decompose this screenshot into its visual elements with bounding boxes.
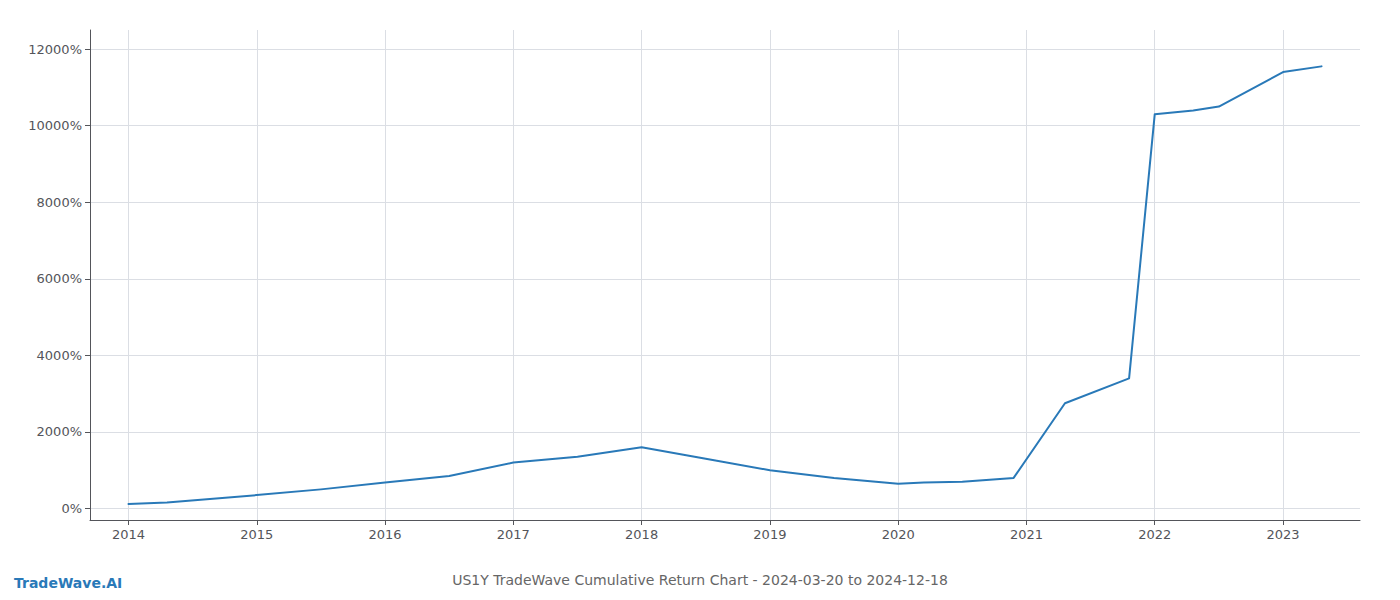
- svg-text:2023: 2023: [1266, 527, 1299, 542]
- svg-text:2020: 2020: [882, 527, 915, 542]
- svg-text:6000%: 6000%: [37, 271, 82, 286]
- svg-text:0%: 0%: [61, 501, 82, 516]
- svg-text:2017: 2017: [497, 527, 530, 542]
- svg-text:2019: 2019: [753, 527, 786, 542]
- svg-text:4000%: 4000%: [37, 348, 82, 363]
- svg-text:US1Y TradeWave Cumulative Retu: US1Y TradeWave Cumulative Return Chart -…: [452, 572, 948, 588]
- svg-text:2022: 2022: [1138, 527, 1171, 542]
- svg-text:2015: 2015: [240, 527, 273, 542]
- svg-text:8000%: 8000%: [37, 195, 82, 210]
- svg-text:TradeWave.AI: TradeWave.AI: [14, 575, 122, 591]
- svg-text:2000%: 2000%: [37, 424, 82, 439]
- svg-text:2021: 2021: [1010, 527, 1043, 542]
- svg-text:2016: 2016: [369, 527, 402, 542]
- svg-text:2018: 2018: [625, 527, 658, 542]
- svg-text:10000%: 10000%: [28, 118, 82, 133]
- svg-text:2014: 2014: [112, 527, 145, 542]
- svg-text:12000%: 12000%: [28, 42, 82, 57]
